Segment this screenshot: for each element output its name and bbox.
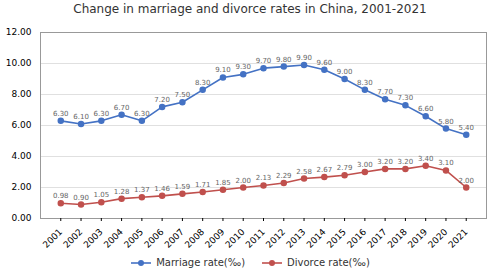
svg-text:2003: 2003 — [82, 227, 105, 250]
svg-text:3.20: 3.20 — [398, 158, 414, 166]
svg-text:1.05: 1.05 — [94, 191, 110, 199]
svg-text:5.40: 5.40 — [458, 124, 474, 132]
svg-text:2014: 2014 — [305, 227, 328, 250]
svg-text:2012: 2012 — [264, 227, 287, 250]
svg-text:8.00: 8.00 — [11, 89, 31, 99]
svg-text:2004: 2004 — [102, 227, 125, 250]
svg-text:2.13: 2.13 — [256, 174, 272, 182]
svg-text:2006: 2006 — [142, 227, 165, 250]
svg-text:2020: 2020 — [426, 227, 449, 250]
svg-text:12.00: 12.00 — [6, 27, 32, 37]
svg-text:3.10: 3.10 — [438, 159, 454, 167]
svg-text:2.29: 2.29 — [276, 172, 292, 180]
svg-text:2.67: 2.67 — [317, 166, 333, 174]
svg-text:1.59: 1.59 — [175, 183, 191, 191]
svg-text:7.50: 7.50 — [175, 91, 191, 99]
svg-text:9.00: 9.00 — [337, 68, 353, 76]
svg-text:5.80: 5.80 — [438, 118, 454, 126]
svg-text:2002: 2002 — [61, 227, 84, 250]
html-text:Divorce rate(‰): Divorce rate(‰) — [287, 257, 370, 268]
svg-text:4.00: 4.00 — [11, 151, 31, 161]
svg-text:2009: 2009 — [203, 227, 226, 250]
svg-text:9.30: 9.30 — [235, 63, 251, 71]
svg-text:3.40: 3.40 — [418, 155, 434, 163]
svg-text:2005: 2005 — [122, 227, 145, 250]
svg-text:2021: 2021 — [446, 227, 469, 250]
svg-text:2.00: 2.00 — [11, 182, 31, 192]
svg-text:9.80: 9.80 — [276, 56, 292, 64]
svg-text:2013: 2013 — [284, 227, 307, 250]
svg-text:8.30: 8.30 — [195, 79, 211, 87]
svg-text:6.10: 6.10 — [73, 113, 89, 121]
svg-text:3.20: 3.20 — [377, 158, 393, 166]
html-text:Change in marriage and divorce: Change in marriage and divorce rates in … — [73, 2, 427, 16]
svg-text:6.60: 6.60 — [418, 105, 434, 113]
svg-text:2.00: 2.00 — [235, 177, 251, 185]
svg-text:6.00: 6.00 — [11, 120, 31, 130]
svg-text:6.70: 6.70 — [114, 104, 130, 112]
svg-text:2018: 2018 — [386, 227, 409, 250]
svg-text:1.28: 1.28 — [114, 188, 130, 196]
svg-text:2001: 2001 — [41, 227, 64, 250]
svg-text:9.90: 9.90 — [296, 54, 312, 62]
svg-text:2017: 2017 — [365, 227, 388, 250]
svg-text:6.30: 6.30 — [94, 110, 110, 118]
svg-text:2.58: 2.58 — [296, 168, 312, 176]
svg-text:2.00: 2.00 — [458, 177, 474, 185]
svg-text:2.79: 2.79 — [337, 164, 353, 172]
svg-text:3.00: 3.00 — [357, 161, 373, 169]
svg-text:7.20: 7.20 — [154, 96, 170, 104]
svg-text:10.00: 10.00 — [6, 58, 32, 68]
svg-text:9.70: 9.70 — [256, 57, 272, 65]
svg-text:1.71: 1.71 — [195, 181, 211, 189]
svg-text:7.30: 7.30 — [398, 94, 414, 102]
svg-text:9.10: 9.10 — [215, 66, 231, 74]
svg-text:2010: 2010 — [223, 227, 246, 250]
svg-text:1.37: 1.37 — [134, 186, 150, 194]
svg-text:7.70: 7.70 — [377, 88, 393, 96]
svg-text:2016: 2016 — [345, 227, 368, 250]
svg-text:1.85: 1.85 — [215, 179, 231, 187]
svg-text:6.30: 6.30 — [134, 110, 150, 118]
svg-text:1.46: 1.46 — [154, 185, 170, 193]
svg-text:2007: 2007 — [163, 227, 186, 250]
svg-text:2019: 2019 — [406, 227, 429, 250]
html-text:Marriage rate(‰): Marriage rate(‰) — [156, 257, 246, 268]
svg-text:2011: 2011 — [244, 227, 267, 250]
svg-text:8.30: 8.30 — [357, 79, 373, 87]
svg-text:9.60: 9.60 — [317, 59, 333, 67]
svg-text:2015: 2015 — [325, 227, 348, 250]
svg-text:2008: 2008 — [183, 227, 206, 250]
svg-text:0.00: 0.00 — [11, 213, 31, 223]
svg-text:0.98: 0.98 — [53, 192, 69, 200]
svg-text:0.90: 0.90 — [73, 194, 89, 202]
svg-text:6.30: 6.30 — [53, 110, 69, 118]
